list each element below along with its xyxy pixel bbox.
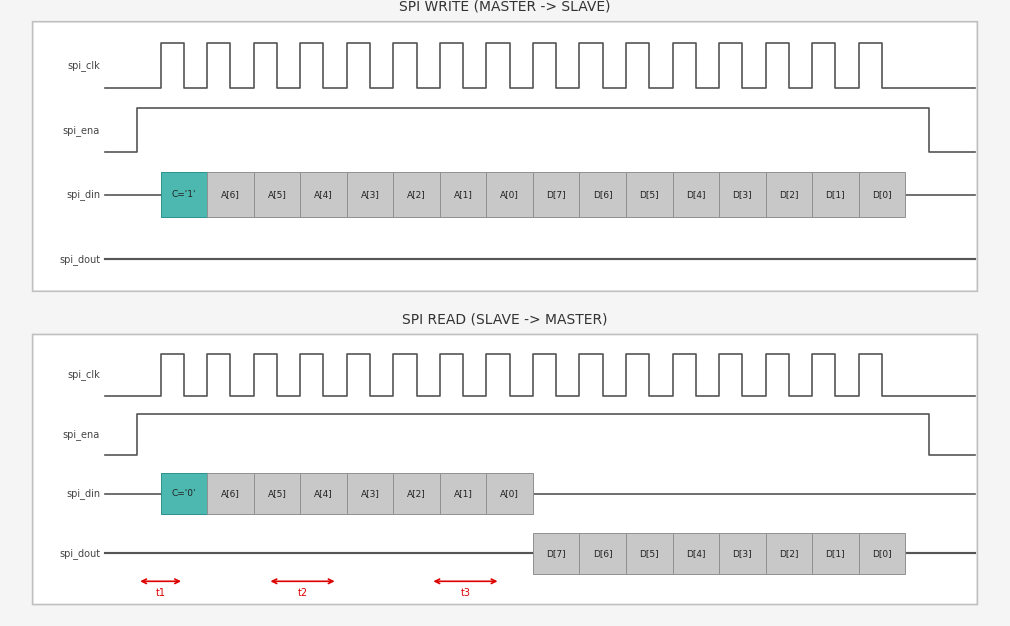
Text: spi_din: spi_din (66, 488, 100, 500)
Bar (673, 533, 719, 574)
Bar (207, 473, 254, 515)
Bar (300, 473, 346, 515)
Bar (161, 473, 207, 515)
Text: D[5]: D[5] (639, 549, 660, 558)
Text: D[1]: D[1] (825, 549, 845, 558)
Bar (673, 172, 719, 217)
Title: SPI WRITE (MASTER -> SLAVE): SPI WRITE (MASTER -> SLAVE) (399, 0, 611, 13)
Text: D[2]: D[2] (779, 190, 799, 199)
Text: A[6]: A[6] (221, 190, 239, 199)
Bar (626, 533, 673, 574)
Bar (346, 473, 393, 515)
Text: spi_din: spi_din (66, 189, 100, 200)
Text: A[0]: A[0] (500, 490, 519, 498)
Bar (766, 533, 812, 574)
Bar (487, 473, 533, 515)
Bar (393, 172, 439, 217)
Bar (580, 533, 626, 574)
Text: spi_ena: spi_ena (63, 125, 100, 136)
Text: spi_ena: spi_ena (63, 429, 100, 440)
Text: D[0]: D[0] (873, 549, 892, 558)
Bar (580, 172, 626, 217)
Text: D[5]: D[5] (639, 190, 660, 199)
Text: A[1]: A[1] (453, 490, 473, 498)
Text: D[0]: D[0] (873, 190, 892, 199)
Bar (766, 172, 812, 217)
Bar (207, 172, 254, 217)
Text: A[3]: A[3] (361, 190, 380, 199)
Bar (487, 172, 533, 217)
Bar (254, 172, 300, 217)
Bar (439, 172, 487, 217)
Bar (393, 473, 439, 515)
Text: spi_dout: spi_dout (59, 548, 100, 558)
Text: D[4]: D[4] (686, 549, 706, 558)
Text: A[4]: A[4] (314, 190, 333, 199)
Text: t2: t2 (298, 588, 308, 598)
Text: A[3]: A[3] (361, 490, 380, 498)
Bar (719, 533, 766, 574)
Text: t1: t1 (156, 588, 166, 598)
Text: D[6]: D[6] (593, 190, 612, 199)
Text: D[4]: D[4] (686, 190, 706, 199)
Text: A[1]: A[1] (453, 190, 473, 199)
Text: spi_clk: spi_clk (68, 60, 100, 71)
Text: D[7]: D[7] (546, 190, 566, 199)
Text: A[2]: A[2] (407, 490, 426, 498)
Bar (812, 533, 858, 574)
Bar (858, 533, 905, 574)
Bar (812, 172, 858, 217)
Text: A[0]: A[0] (500, 190, 519, 199)
Bar (719, 172, 766, 217)
Text: A[5]: A[5] (268, 490, 287, 498)
Text: A[2]: A[2] (407, 190, 426, 199)
Bar (626, 172, 673, 217)
Bar (858, 172, 905, 217)
Bar (300, 172, 346, 217)
Text: C='1': C='1' (172, 190, 196, 199)
Text: C='0': C='0' (172, 490, 196, 498)
Text: D[3]: D[3] (732, 549, 752, 558)
Bar (533, 172, 580, 217)
Text: D[6]: D[6] (593, 549, 612, 558)
Text: D[7]: D[7] (546, 549, 566, 558)
Text: D[2]: D[2] (779, 549, 799, 558)
Text: A[5]: A[5] (268, 190, 287, 199)
Text: D[1]: D[1] (825, 190, 845, 199)
Bar (346, 172, 393, 217)
Bar (533, 533, 580, 574)
Text: spi_dout: spi_dout (59, 254, 100, 265)
Title: SPI READ (SLAVE -> MASTER): SPI READ (SLAVE -> MASTER) (402, 312, 608, 326)
Bar (254, 473, 300, 515)
FancyBboxPatch shape (32, 334, 978, 605)
Text: D[3]: D[3] (732, 190, 752, 199)
FancyBboxPatch shape (32, 22, 978, 291)
Text: spi_clk: spi_clk (68, 369, 100, 381)
Text: A[4]: A[4] (314, 490, 333, 498)
Bar (439, 473, 487, 515)
Text: A[6]: A[6] (221, 490, 239, 498)
Text: t3: t3 (461, 588, 471, 598)
Bar (161, 172, 207, 217)
